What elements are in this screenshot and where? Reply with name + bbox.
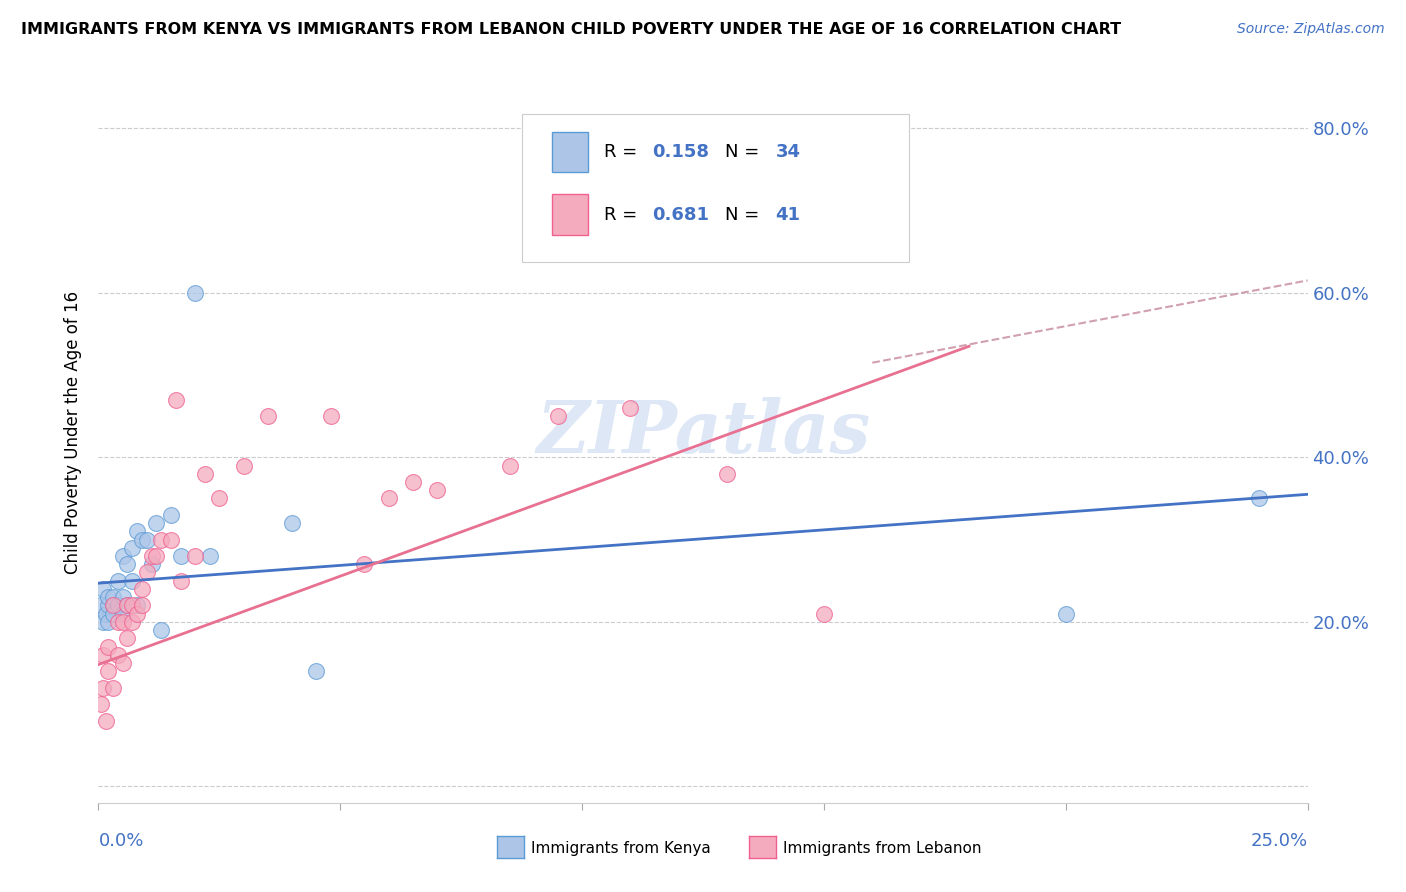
- Point: [111, 615, 134, 629]
- Point: [107, 574, 129, 588]
- Point: [91, 681, 114, 695]
- Text: 0.681: 0.681: [652, 205, 709, 224]
- Point: [319, 409, 342, 424]
- Point: [111, 549, 134, 563]
- Point: [305, 664, 328, 678]
- Text: R =: R =: [603, 205, 643, 224]
- Point: [97, 590, 120, 604]
- Point: [121, 541, 143, 555]
- Text: 34: 34: [776, 143, 800, 161]
- FancyBboxPatch shape: [551, 194, 588, 235]
- Point: [141, 558, 163, 572]
- Point: [150, 533, 173, 547]
- Text: ZIPatlas: ZIPatlas: [536, 397, 870, 468]
- Point: [94, 714, 117, 728]
- Point: [111, 656, 134, 670]
- Text: Source: ZipAtlas.com: Source: ZipAtlas.com: [1237, 22, 1385, 37]
- Text: N =: N =: [724, 143, 765, 161]
- Point: [107, 648, 129, 662]
- Point: [117, 599, 139, 613]
- Point: [1249, 491, 1271, 506]
- Point: [184, 549, 207, 563]
- Point: [91, 648, 114, 662]
- Point: [97, 640, 120, 654]
- Point: [160, 533, 183, 547]
- Point: [377, 491, 399, 506]
- Point: [498, 458, 520, 473]
- FancyBboxPatch shape: [522, 114, 908, 262]
- Point: [160, 508, 183, 522]
- Point: [117, 599, 139, 613]
- FancyBboxPatch shape: [551, 132, 588, 172]
- Point: [194, 467, 217, 481]
- Point: [117, 632, 139, 646]
- Point: [145, 516, 167, 530]
- Point: [101, 681, 124, 695]
- Text: 0.158: 0.158: [652, 143, 709, 161]
- Point: [813, 607, 835, 621]
- Point: [716, 467, 738, 481]
- Text: IMMIGRANTS FROM KENYA VS IMMIGRANTS FROM LEBANON CHILD POVERTY UNDER THE AGE OF : IMMIGRANTS FROM KENYA VS IMMIGRANTS FROM…: [21, 22, 1121, 37]
- Text: N =: N =: [724, 205, 765, 224]
- Point: [150, 623, 173, 637]
- Point: [117, 558, 139, 572]
- Point: [619, 401, 641, 415]
- Point: [127, 524, 149, 539]
- Text: 25.0%: 25.0%: [1250, 831, 1308, 849]
- Point: [111, 590, 134, 604]
- Point: [145, 549, 167, 563]
- Point: [127, 607, 149, 621]
- Point: [256, 409, 278, 424]
- Point: [131, 533, 153, 547]
- Point: [1054, 607, 1077, 621]
- Point: [402, 475, 425, 489]
- Point: [353, 558, 375, 572]
- Point: [135, 533, 157, 547]
- Point: [141, 549, 163, 563]
- Point: [90, 697, 112, 711]
- Text: Immigrants from Lebanon: Immigrants from Lebanon: [783, 841, 981, 856]
- Point: [91, 582, 114, 596]
- Point: [131, 599, 153, 613]
- Point: [121, 615, 143, 629]
- Text: Immigrants from Kenya: Immigrants from Kenya: [531, 841, 711, 856]
- Point: [97, 664, 120, 678]
- Point: [198, 549, 221, 563]
- Point: [91, 615, 114, 629]
- Point: [184, 285, 207, 300]
- Text: 41: 41: [776, 205, 800, 224]
- Point: [208, 491, 231, 506]
- Point: [281, 516, 304, 530]
- Point: [101, 607, 124, 621]
- Point: [169, 549, 191, 563]
- Point: [127, 599, 149, 613]
- Y-axis label: Child Poverty Under the Age of 16: Child Poverty Under the Age of 16: [65, 291, 83, 574]
- Point: [111, 607, 134, 621]
- Point: [135, 566, 157, 580]
- Point: [90, 599, 112, 613]
- Point: [232, 458, 254, 473]
- Point: [101, 599, 124, 613]
- Point: [165, 392, 187, 407]
- Point: [101, 590, 124, 604]
- Point: [121, 599, 143, 613]
- Point: [121, 574, 143, 588]
- Point: [101, 599, 124, 613]
- Point: [94, 607, 117, 621]
- Point: [107, 599, 129, 613]
- Point: [97, 615, 120, 629]
- Point: [131, 582, 153, 596]
- Point: [169, 574, 191, 588]
- Point: [426, 483, 449, 498]
- Point: [547, 409, 569, 424]
- Point: [97, 599, 120, 613]
- Text: 0.0%: 0.0%: [98, 831, 143, 849]
- Text: R =: R =: [603, 143, 643, 161]
- Point: [107, 615, 129, 629]
